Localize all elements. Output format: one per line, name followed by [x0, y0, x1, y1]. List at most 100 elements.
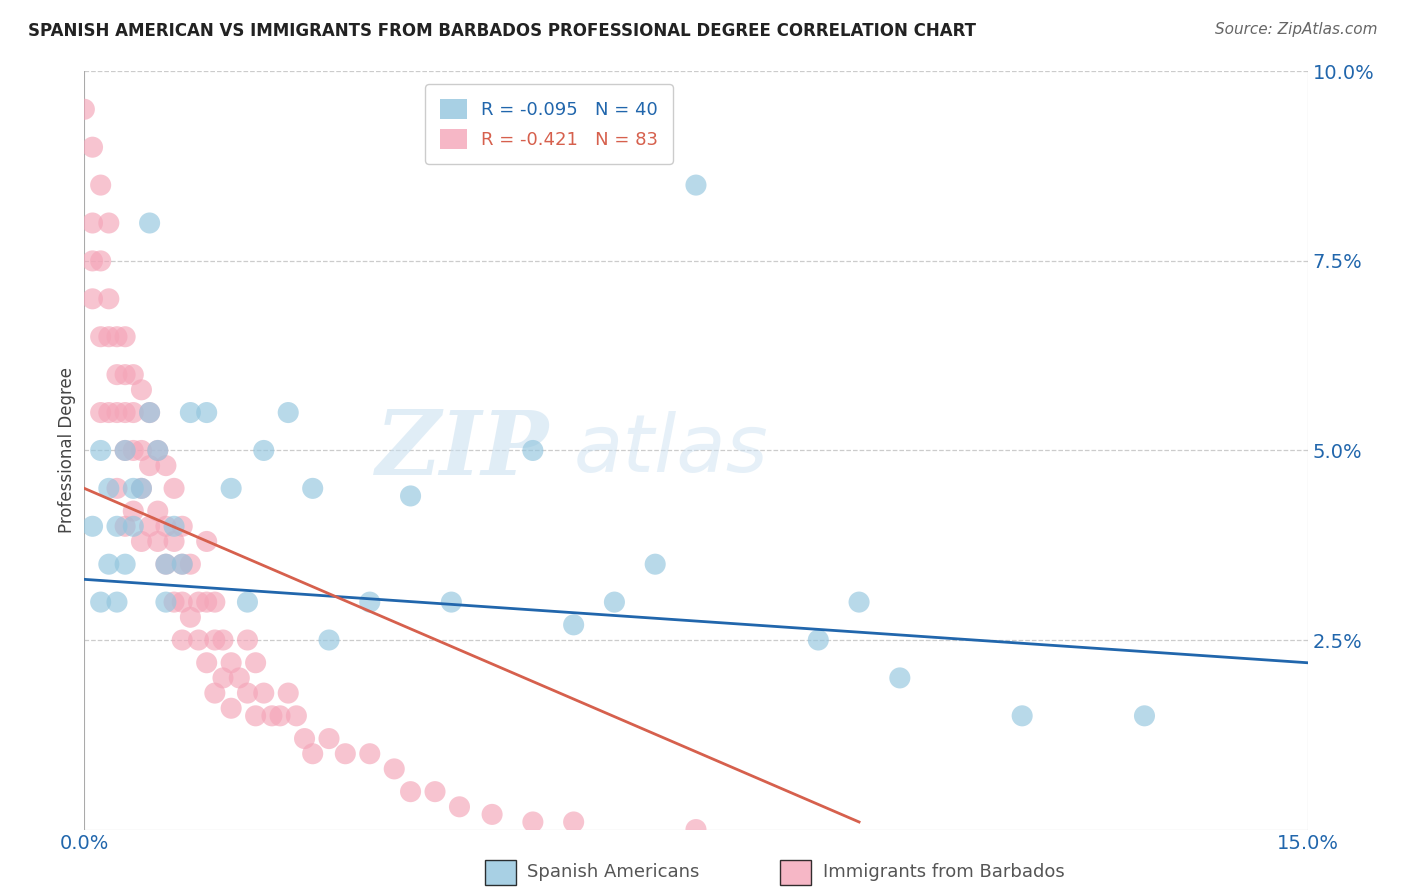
- Point: [172, 595, 194, 609]
- Point: [204, 595, 226, 609]
- Point: [105, 368, 128, 382]
- Point: [114, 330, 136, 344]
- Point: [603, 595, 626, 609]
- Point: [269, 708, 291, 723]
- Text: Source: ZipAtlas.com: Source: ZipAtlas.com: [1215, 22, 1378, 37]
- Point: [82, 216, 104, 230]
- Point: [146, 504, 169, 518]
- Point: [90, 178, 112, 193]
- Point: [105, 482, 128, 496]
- Point: [236, 686, 259, 700]
- Point: [138, 406, 160, 420]
- Point: [236, 595, 259, 609]
- Point: [155, 557, 177, 572]
- Point: [522, 815, 544, 830]
- Point: [73, 103, 96, 117]
- Point: [219, 656, 242, 670]
- Point: [301, 482, 323, 496]
- Point: [105, 330, 128, 344]
- Point: [195, 406, 218, 420]
- Point: [138, 458, 160, 473]
- Point: [195, 656, 218, 670]
- Point: [122, 443, 145, 458]
- Point: [318, 731, 340, 746]
- Point: [90, 330, 112, 344]
- Point: [122, 406, 145, 420]
- Point: [122, 368, 145, 382]
- Point: [155, 557, 177, 572]
- Point: [138, 519, 160, 533]
- Point: [179, 406, 201, 420]
- Point: [236, 633, 259, 648]
- Point: [179, 557, 201, 572]
- Point: [228, 671, 250, 685]
- Point: [195, 595, 218, 609]
- Point: [245, 656, 267, 670]
- Point: [335, 747, 357, 761]
- Point: [138, 216, 160, 230]
- Point: [359, 595, 381, 609]
- Point: [562, 815, 585, 830]
- Point: [163, 482, 186, 496]
- Point: [122, 482, 145, 496]
- Point: [285, 708, 308, 723]
- Point: [146, 443, 169, 458]
- Point: [172, 557, 194, 572]
- Point: [114, 557, 136, 572]
- Point: [301, 747, 323, 761]
- Point: [114, 443, 136, 458]
- Point: [97, 216, 120, 230]
- Point: [97, 406, 120, 420]
- Point: [82, 519, 104, 533]
- Text: Spanish Americans: Spanish Americans: [527, 863, 700, 881]
- Legend: R = -0.095   N = 40, R = -0.421   N = 83: R = -0.095 N = 40, R = -0.421 N = 83: [426, 84, 673, 164]
- Point: [131, 443, 153, 458]
- Point: [155, 519, 177, 533]
- Point: [212, 633, 235, 648]
- Point: [163, 595, 186, 609]
- Point: [105, 595, 128, 609]
- Point: [644, 557, 666, 572]
- Point: [97, 292, 120, 306]
- Point: [82, 140, 104, 154]
- Point: [97, 557, 120, 572]
- Point: [449, 800, 471, 814]
- Point: [399, 489, 422, 503]
- Point: [131, 482, 153, 496]
- Point: [172, 633, 194, 648]
- Point: [212, 671, 235, 685]
- Point: [399, 785, 422, 799]
- Point: [131, 482, 153, 496]
- Point: [90, 406, 112, 420]
- Point: [277, 686, 299, 700]
- Point: [1011, 708, 1033, 723]
- Point: [253, 443, 276, 458]
- Point: [82, 254, 104, 268]
- Point: [90, 595, 112, 609]
- Point: [294, 731, 316, 746]
- Point: [114, 406, 136, 420]
- Point: [440, 595, 463, 609]
- Point: [253, 686, 276, 700]
- Point: [1133, 708, 1156, 723]
- Point: [807, 633, 830, 648]
- Y-axis label: Professional Degree: Professional Degree: [58, 368, 76, 533]
- Point: [138, 406, 160, 420]
- Point: [90, 443, 112, 458]
- Point: [848, 595, 870, 609]
- Point: [187, 595, 209, 609]
- Point: [90, 254, 112, 268]
- Point: [685, 178, 707, 193]
- Text: SPANISH AMERICAN VS IMMIGRANTS FROM BARBADOS PROFESSIONAL DEGREE CORRELATION CHA: SPANISH AMERICAN VS IMMIGRANTS FROM BARB…: [28, 22, 976, 40]
- Point: [163, 519, 186, 533]
- Point: [97, 330, 120, 344]
- Text: ZIP: ZIP: [375, 408, 550, 493]
- Point: [359, 747, 381, 761]
- Point: [245, 708, 267, 723]
- Point: [195, 534, 218, 549]
- Point: [114, 519, 136, 533]
- Point: [889, 671, 911, 685]
- Point: [172, 519, 194, 533]
- Point: [163, 534, 186, 549]
- Point: [204, 633, 226, 648]
